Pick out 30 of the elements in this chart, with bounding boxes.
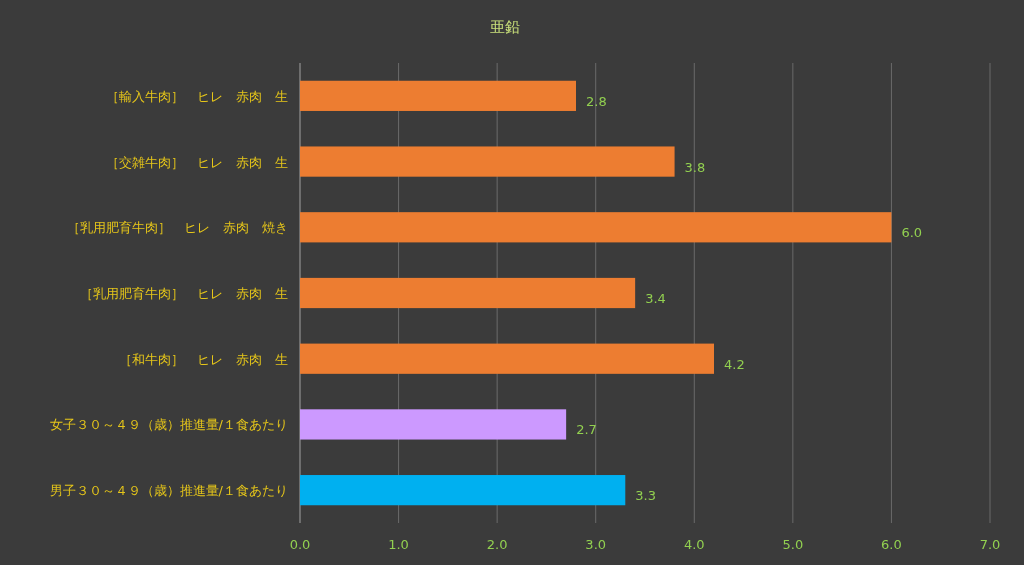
y-tick-label: ［交雑牛肉］ ヒレ 赤肉 生 xyxy=(106,154,288,170)
x-tick-label: 0.0 xyxy=(289,537,311,552)
data-label: 6.0 xyxy=(901,225,923,241)
x-tick-label: 4.0 xyxy=(683,537,705,552)
x-tick-label: 7.0 xyxy=(979,537,1001,552)
y-tick-label: ［乳用肥育牛肉］ ヒレ 赤肉 生 xyxy=(80,286,288,301)
x-tick-label: 5.0 xyxy=(782,537,804,552)
data-label: 3.8 xyxy=(684,159,706,175)
bar xyxy=(300,409,567,440)
data-label: 2.8 xyxy=(586,93,607,109)
chart-title: 亜鉛 xyxy=(490,18,520,36)
y-tick-label: 男子３０～４９（歳）推進量/１食あたり xyxy=(49,483,288,499)
data-label: 3.3 xyxy=(635,488,656,504)
y-tick-label: ［輸入牛肉］ ヒレ 赤肉 生 xyxy=(106,88,288,104)
bar xyxy=(300,212,892,243)
data-label: 4.2 xyxy=(724,356,745,372)
bar xyxy=(300,146,675,177)
bar xyxy=(300,80,576,111)
y-tick-label: ［乳用肥育牛肉］ ヒレ 赤肉 焼き xyxy=(67,220,288,236)
bar xyxy=(300,343,714,374)
bar xyxy=(300,277,636,309)
x-tick-label: 6.0 xyxy=(881,537,902,552)
x-tick-label: 2.0 xyxy=(486,537,508,552)
data-label: 3.4 xyxy=(645,291,666,306)
y-tick-label: 女子３０～４９（歳）推進量/１食あたり xyxy=(49,417,288,433)
x-tick-label: 3.0 xyxy=(585,537,607,552)
bar xyxy=(300,475,626,506)
x-tick-label: 1.0 xyxy=(388,537,409,552)
data-label: 2.7 xyxy=(576,422,597,438)
y-tick-label: ［和牛肉］ ヒレ 赤肉 生 xyxy=(119,351,288,367)
